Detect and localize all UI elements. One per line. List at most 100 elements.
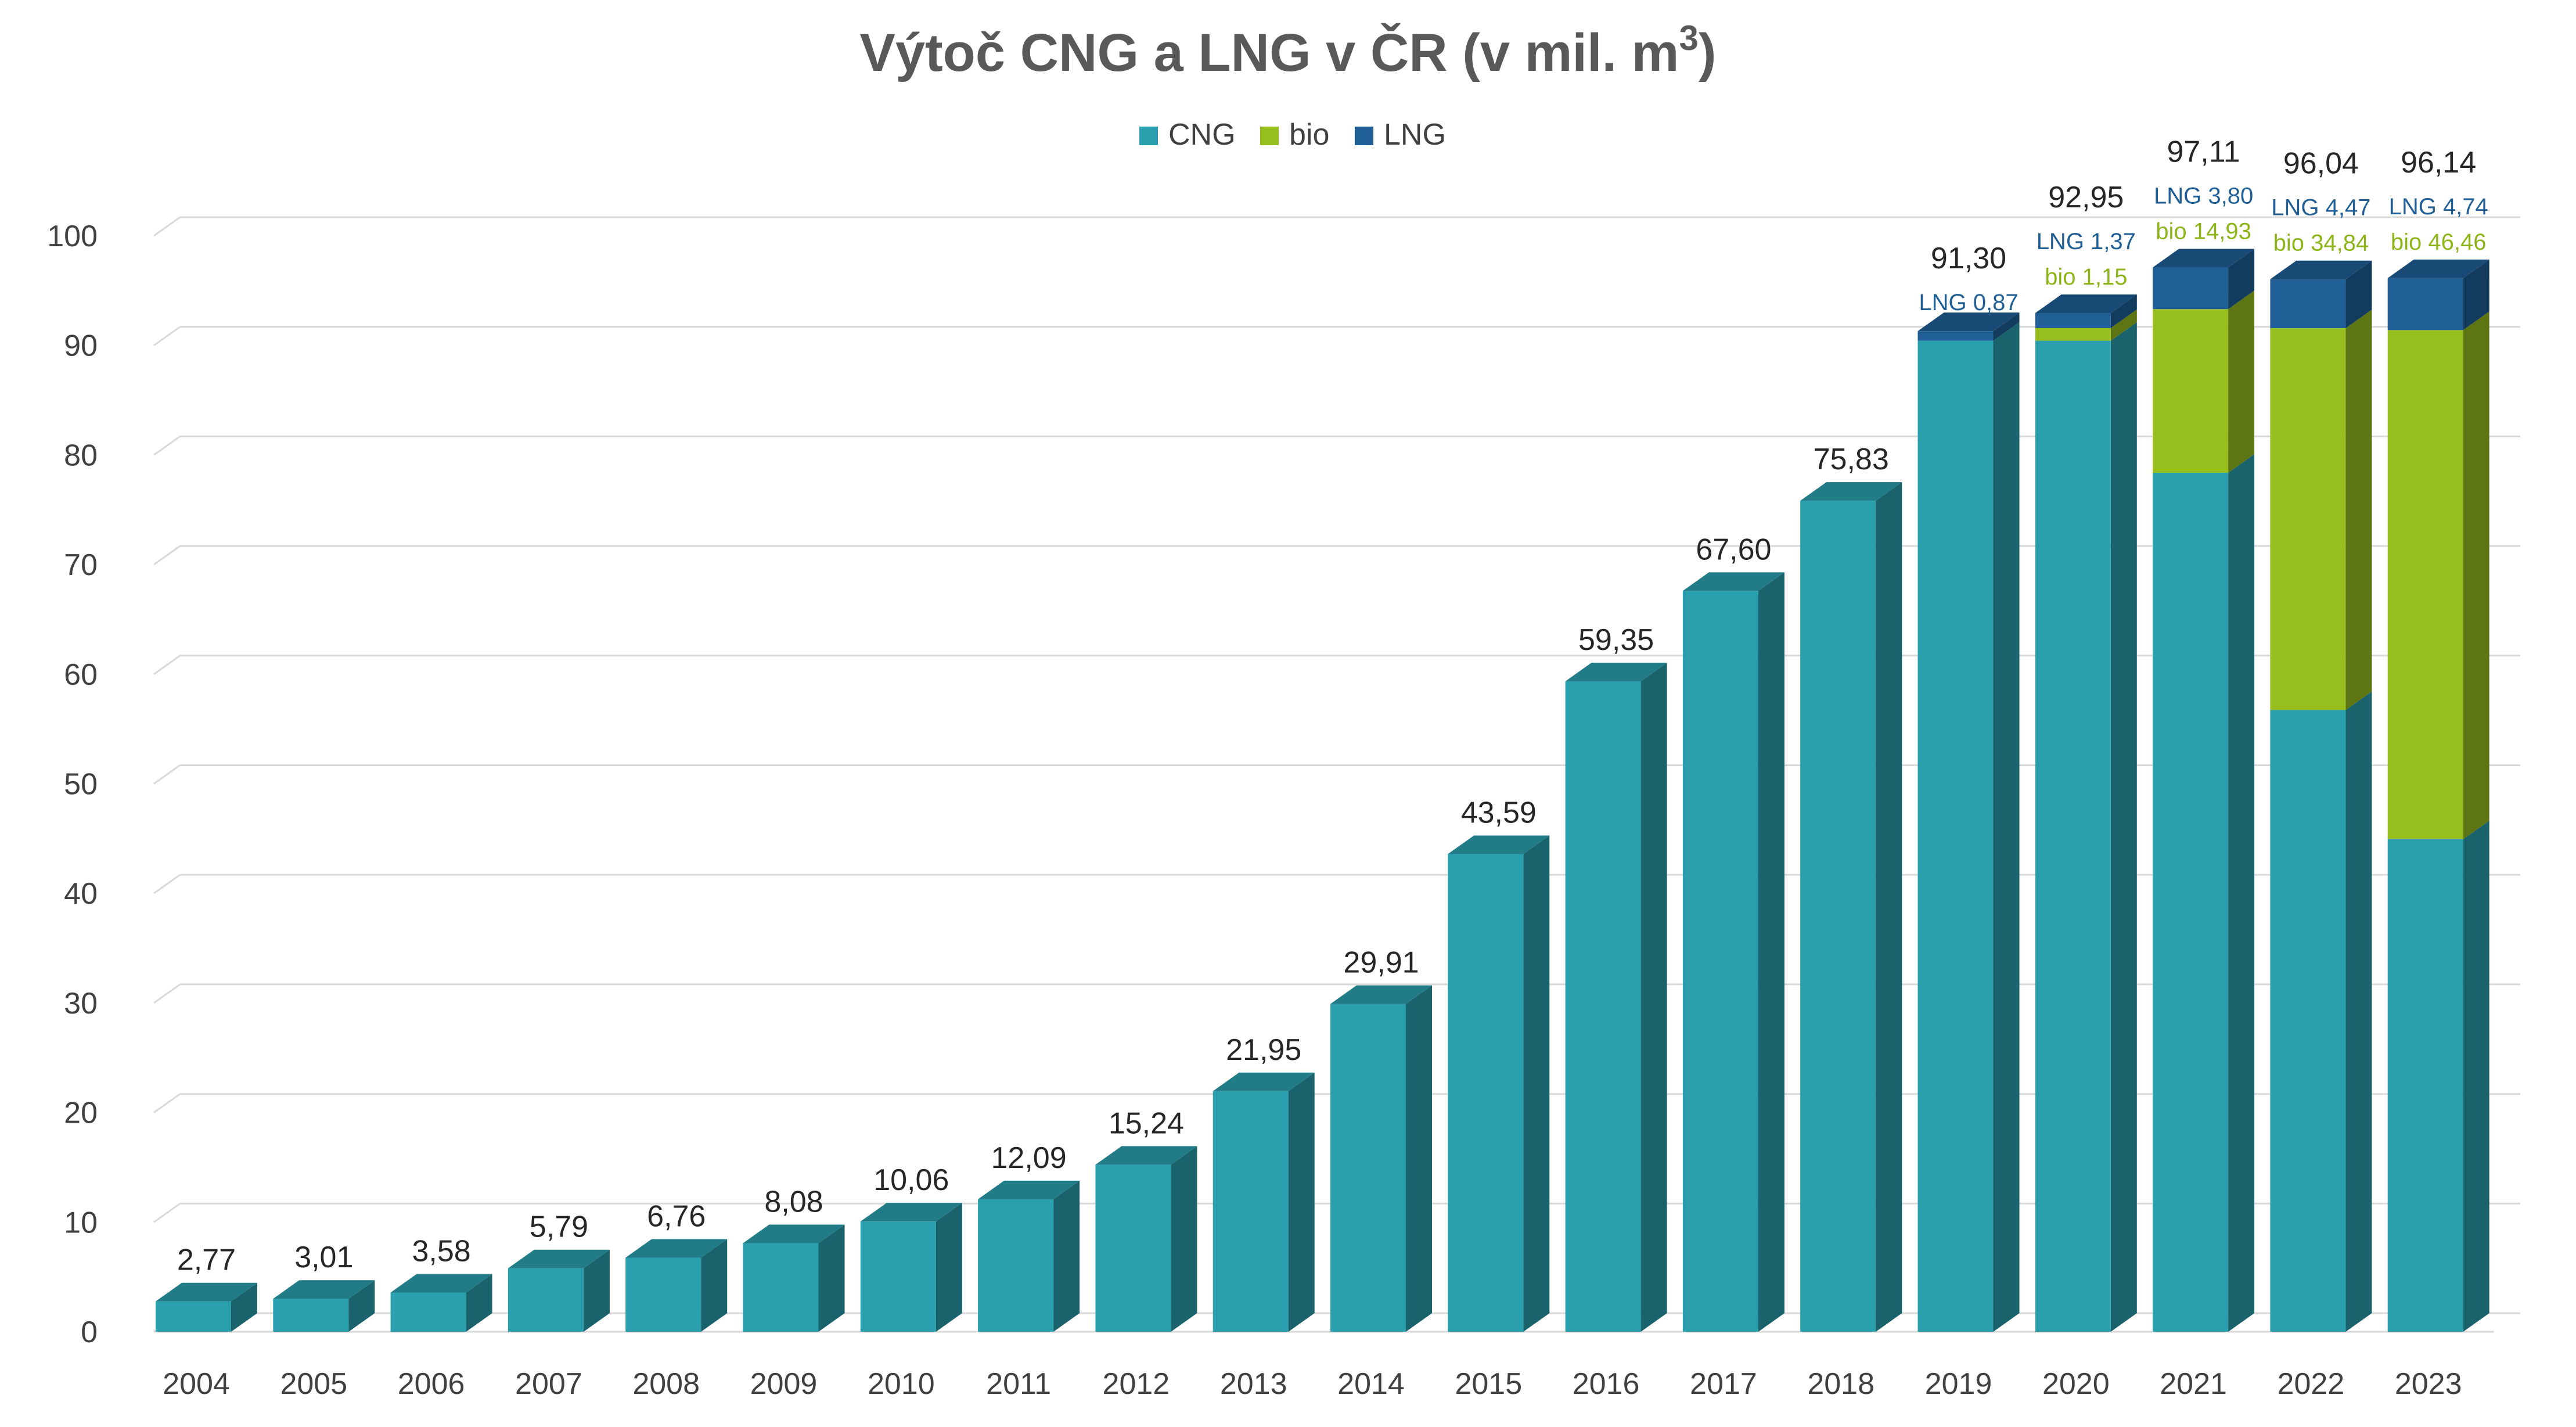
total-label: 21,95 <box>1226 1033 1301 1067</box>
bar-segment-cng <box>2387 839 2463 1332</box>
gridline-side <box>153 983 181 1004</box>
y-tick-label: 100 <box>47 220 98 253</box>
bar-side-cng <box>1993 322 2020 1332</box>
bar-side-cng <box>231 1282 257 1332</box>
bar-top-cng <box>508 1249 610 1268</box>
bar-segment-bio <box>2035 328 2111 341</box>
chart-title-main: Výtoč CNG a LNG v ČR (v mil. m <box>860 23 1679 82</box>
bar-group-2011 <box>978 1180 1080 1332</box>
legend-swatch-lng <box>1355 127 1373 145</box>
bar-side-lng <box>2228 249 2255 310</box>
bar-segment-cng <box>2153 472 2229 1332</box>
bar-segment-lng <box>2153 267 2229 310</box>
bar-group-2006 <box>390 1274 492 1332</box>
bar-segment-cng <box>2270 710 2346 1332</box>
bar-top-cng <box>1448 835 1550 854</box>
chart-title-suffix: ) <box>1699 23 1717 82</box>
bar-top-cng <box>1682 572 1785 591</box>
total-label: 92,95 <box>2048 181 2124 214</box>
gridline-side <box>153 874 181 894</box>
total-label: 2,77 <box>177 1243 236 1277</box>
total-label: 96,04 <box>2283 147 2359 181</box>
bar-segment-cng <box>1448 854 1524 1332</box>
total-label: 3,58 <box>412 1234 470 1268</box>
bar-side-cng <box>1640 663 1667 1332</box>
total-label: 59,35 <box>1578 623 1654 657</box>
bar-side-cng <box>1053 1180 1080 1332</box>
bar-side-cng <box>818 1224 845 1332</box>
bar-side-cng <box>936 1203 962 1332</box>
total-label: 12,09 <box>991 1141 1067 1175</box>
bar-group-2009 <box>743 1224 845 1332</box>
gridline-side <box>153 436 181 456</box>
bar-segment-bio <box>2270 328 2346 710</box>
bar-segment-cng <box>156 1301 231 1332</box>
x-tick-label: 2010 <box>868 1367 935 1401</box>
bar-top-lng <box>2153 249 2255 268</box>
y-tick-label: 30 <box>64 987 98 1020</box>
y-tick-label: 10 <box>64 1206 98 1239</box>
bars <box>156 249 2489 1332</box>
x-tick-label: 2008 <box>632 1367 700 1401</box>
bar-top-lng <box>1917 312 2020 332</box>
bar-top-cng <box>1800 482 1902 501</box>
bar-top-cng <box>390 1274 492 1293</box>
bar-group-2022 <box>2270 260 2372 1332</box>
legend-label-lng: LNG <box>1384 118 1446 152</box>
x-tick-label: 2023 <box>2395 1367 2462 1401</box>
bar-segment-bio <box>2387 330 2463 839</box>
bar-group-2004 <box>156 1282 257 1332</box>
bar-segment-cng <box>1565 681 1641 1332</box>
total-label: 43,59 <box>1461 796 1537 829</box>
bar-segment-cng <box>860 1221 936 1332</box>
total-label: 8,08 <box>764 1185 823 1219</box>
bar-group-2015 <box>1448 835 1550 1332</box>
x-tick-label: 2015 <box>1455 1367 1522 1401</box>
bar-group-2023 <box>2387 259 2489 1332</box>
y-tick-label: 70 <box>64 548 98 582</box>
bar-group-2005 <box>273 1280 375 1332</box>
total-label: 96,14 <box>2401 146 2476 179</box>
bar-group-2020 <box>2035 294 2137 1332</box>
bar-side-cng <box>2345 691 2372 1332</box>
total-label: 29,91 <box>1343 946 1419 980</box>
bar-top-lng <box>2035 294 2137 314</box>
x-tick-label: 2009 <box>750 1367 818 1401</box>
y-tick-label: 40 <box>64 877 98 911</box>
bar-segment-cng <box>1800 501 1876 1332</box>
bar-side-cng <box>2463 820 2489 1332</box>
bar-side-cng <box>1758 572 1785 1332</box>
bar-side-cng <box>583 1249 610 1332</box>
bar-group-2010 <box>860 1203 962 1332</box>
bar-side-lng <box>2345 260 2372 329</box>
bar-segment-cng <box>1095 1164 1171 1332</box>
x-tick-label: 2011 <box>986 1367 1051 1401</box>
x-axis: 2004 2005 2006 2007 2008 2009 2010 2011 2012 2013… <box>163 1367 2462 1401</box>
x-tick-label: 2019 <box>1925 1367 1992 1401</box>
bio-label: bio 46,46 <box>2391 229 2487 255</box>
y-tick-label: 60 <box>64 658 98 692</box>
bar-side-bio <box>2228 290 2255 473</box>
legend-swatch-bio <box>1260 127 1279 145</box>
total-label: 91,30 <box>1931 242 2006 275</box>
bar-segment-lng <box>2270 279 2346 329</box>
lng-label: LNG 4,47 <box>2271 195 2370 221</box>
bar-segment-cng <box>390 1292 466 1332</box>
bar-segment-cng <box>273 1299 349 1332</box>
total-label: 15,24 <box>1109 1106 1184 1140</box>
bar-side-bio <box>2345 310 2372 710</box>
bar-side-bio <box>2463 311 2489 839</box>
x-tick-label: 2004 <box>163 1367 230 1401</box>
bio-label: bio 14,93 <box>2156 219 2251 245</box>
y-tick-label: 20 <box>64 1097 98 1130</box>
gridline-side <box>153 1203 181 1223</box>
total-label: 75,83 <box>1814 443 1889 476</box>
bar-top-cng <box>1095 1146 1197 1165</box>
bio-label: bio 1,15 <box>2045 264 2127 290</box>
x-tick-label: 2022 <box>2278 1367 2345 1401</box>
bar-top-lng <box>2387 259 2489 278</box>
legend-label-cng: CNG <box>1168 118 1236 152</box>
bar-side-cng <box>2110 322 2137 1332</box>
bio-label: bio 34,84 <box>2273 231 2369 256</box>
